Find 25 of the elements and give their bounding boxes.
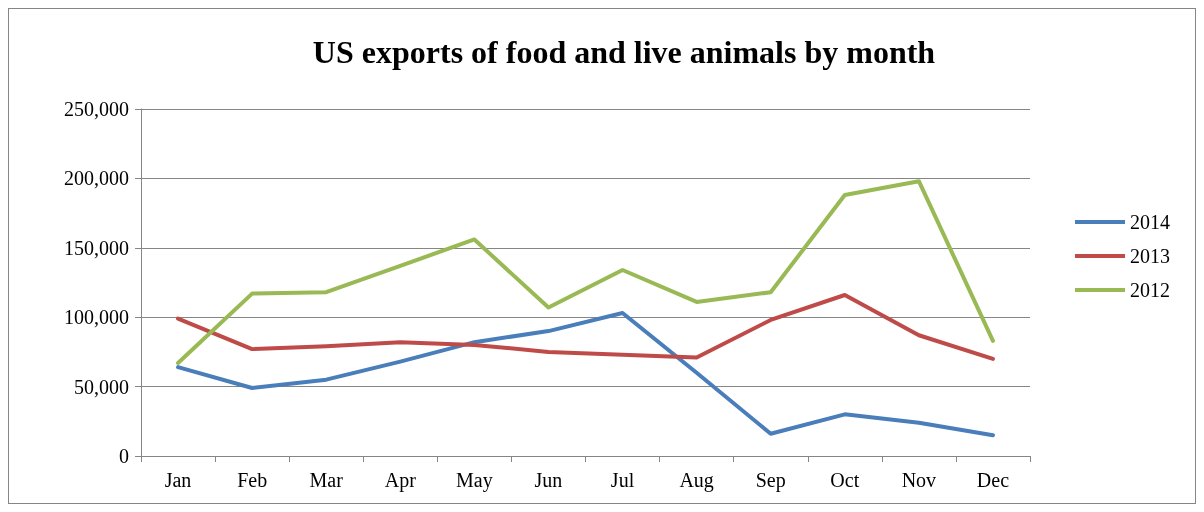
legend-label: 2012 — [1130, 279, 1170, 301]
x-tick-label: Sep — [755, 469, 786, 492]
x-tick-label: Aug — [679, 469, 714, 492]
line-series — [176, 179, 995, 365]
x-tick-label: Dec — [976, 469, 1010, 491]
y-tick-label: 150,000 — [64, 236, 129, 259]
x-tick-label: Feb — [237, 469, 268, 491]
x-tick-label: Jul — [610, 469, 635, 491]
x-tick-label: Jan — [164, 469, 192, 491]
y-tick-label: 0 — [119, 445, 129, 467]
y-tick-label: 200,000 — [64, 167, 129, 190]
x-tick-label: Oct — [830, 469, 860, 491]
x-tick-label: Jun — [534, 469, 563, 491]
y-tick-label: 250,000 — [64, 98, 129, 120]
line-series — [176, 292, 995, 361]
chart-title: US exports of food and live animals by month — [312, 34, 936, 70]
legend-label: 2013 — [1130, 245, 1170, 267]
x-tick-label: Nov — [901, 469, 937, 491]
legend-label: 2014 — [1130, 211, 1170, 233]
x-tick-label: Apr — [384, 469, 417, 492]
x-tick-label: May — [456, 469, 493, 492]
y-tick-label: 100,000 — [64, 306, 129, 329]
y-tick-label: 50,000 — [74, 375, 129, 398]
x-tick-label: Mar — [309, 469, 344, 491]
line-series — [176, 311, 995, 438]
